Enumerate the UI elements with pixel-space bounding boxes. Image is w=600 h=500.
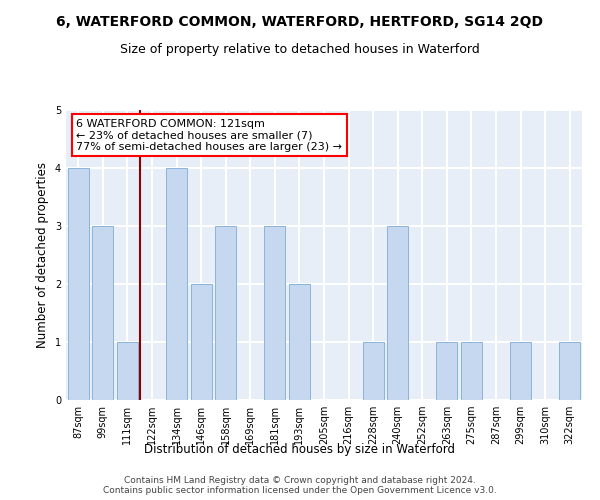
- Text: 6 WATERFORD COMMON: 121sqm
← 23% of detached houses are smaller (7)
77% of semi-: 6 WATERFORD COMMON: 121sqm ← 23% of deta…: [76, 118, 343, 152]
- Bar: [510, 342, 531, 400]
- Text: 6, WATERFORD COMMON, WATERFORD, HERTFORD, SG14 2QD: 6, WATERFORD COMMON, WATERFORD, HERTFORD…: [56, 15, 544, 29]
- Bar: [265, 226, 286, 400]
- Y-axis label: Number of detached properties: Number of detached properties: [37, 162, 49, 348]
- Bar: [117, 342, 138, 400]
- Bar: [166, 168, 187, 400]
- Bar: [68, 168, 89, 400]
- Text: Size of property relative to detached houses in Waterford: Size of property relative to detached ho…: [120, 42, 480, 56]
- Text: Distribution of detached houses by size in Waterford: Distribution of detached houses by size …: [145, 442, 455, 456]
- Bar: [92, 226, 113, 400]
- Bar: [215, 226, 236, 400]
- Bar: [436, 342, 457, 400]
- Bar: [362, 342, 383, 400]
- Bar: [289, 284, 310, 400]
- Bar: [191, 284, 212, 400]
- Text: Contains HM Land Registry data © Crown copyright and database right 2024.
Contai: Contains HM Land Registry data © Crown c…: [103, 476, 497, 495]
- Bar: [559, 342, 580, 400]
- Bar: [461, 342, 482, 400]
- Bar: [387, 226, 408, 400]
